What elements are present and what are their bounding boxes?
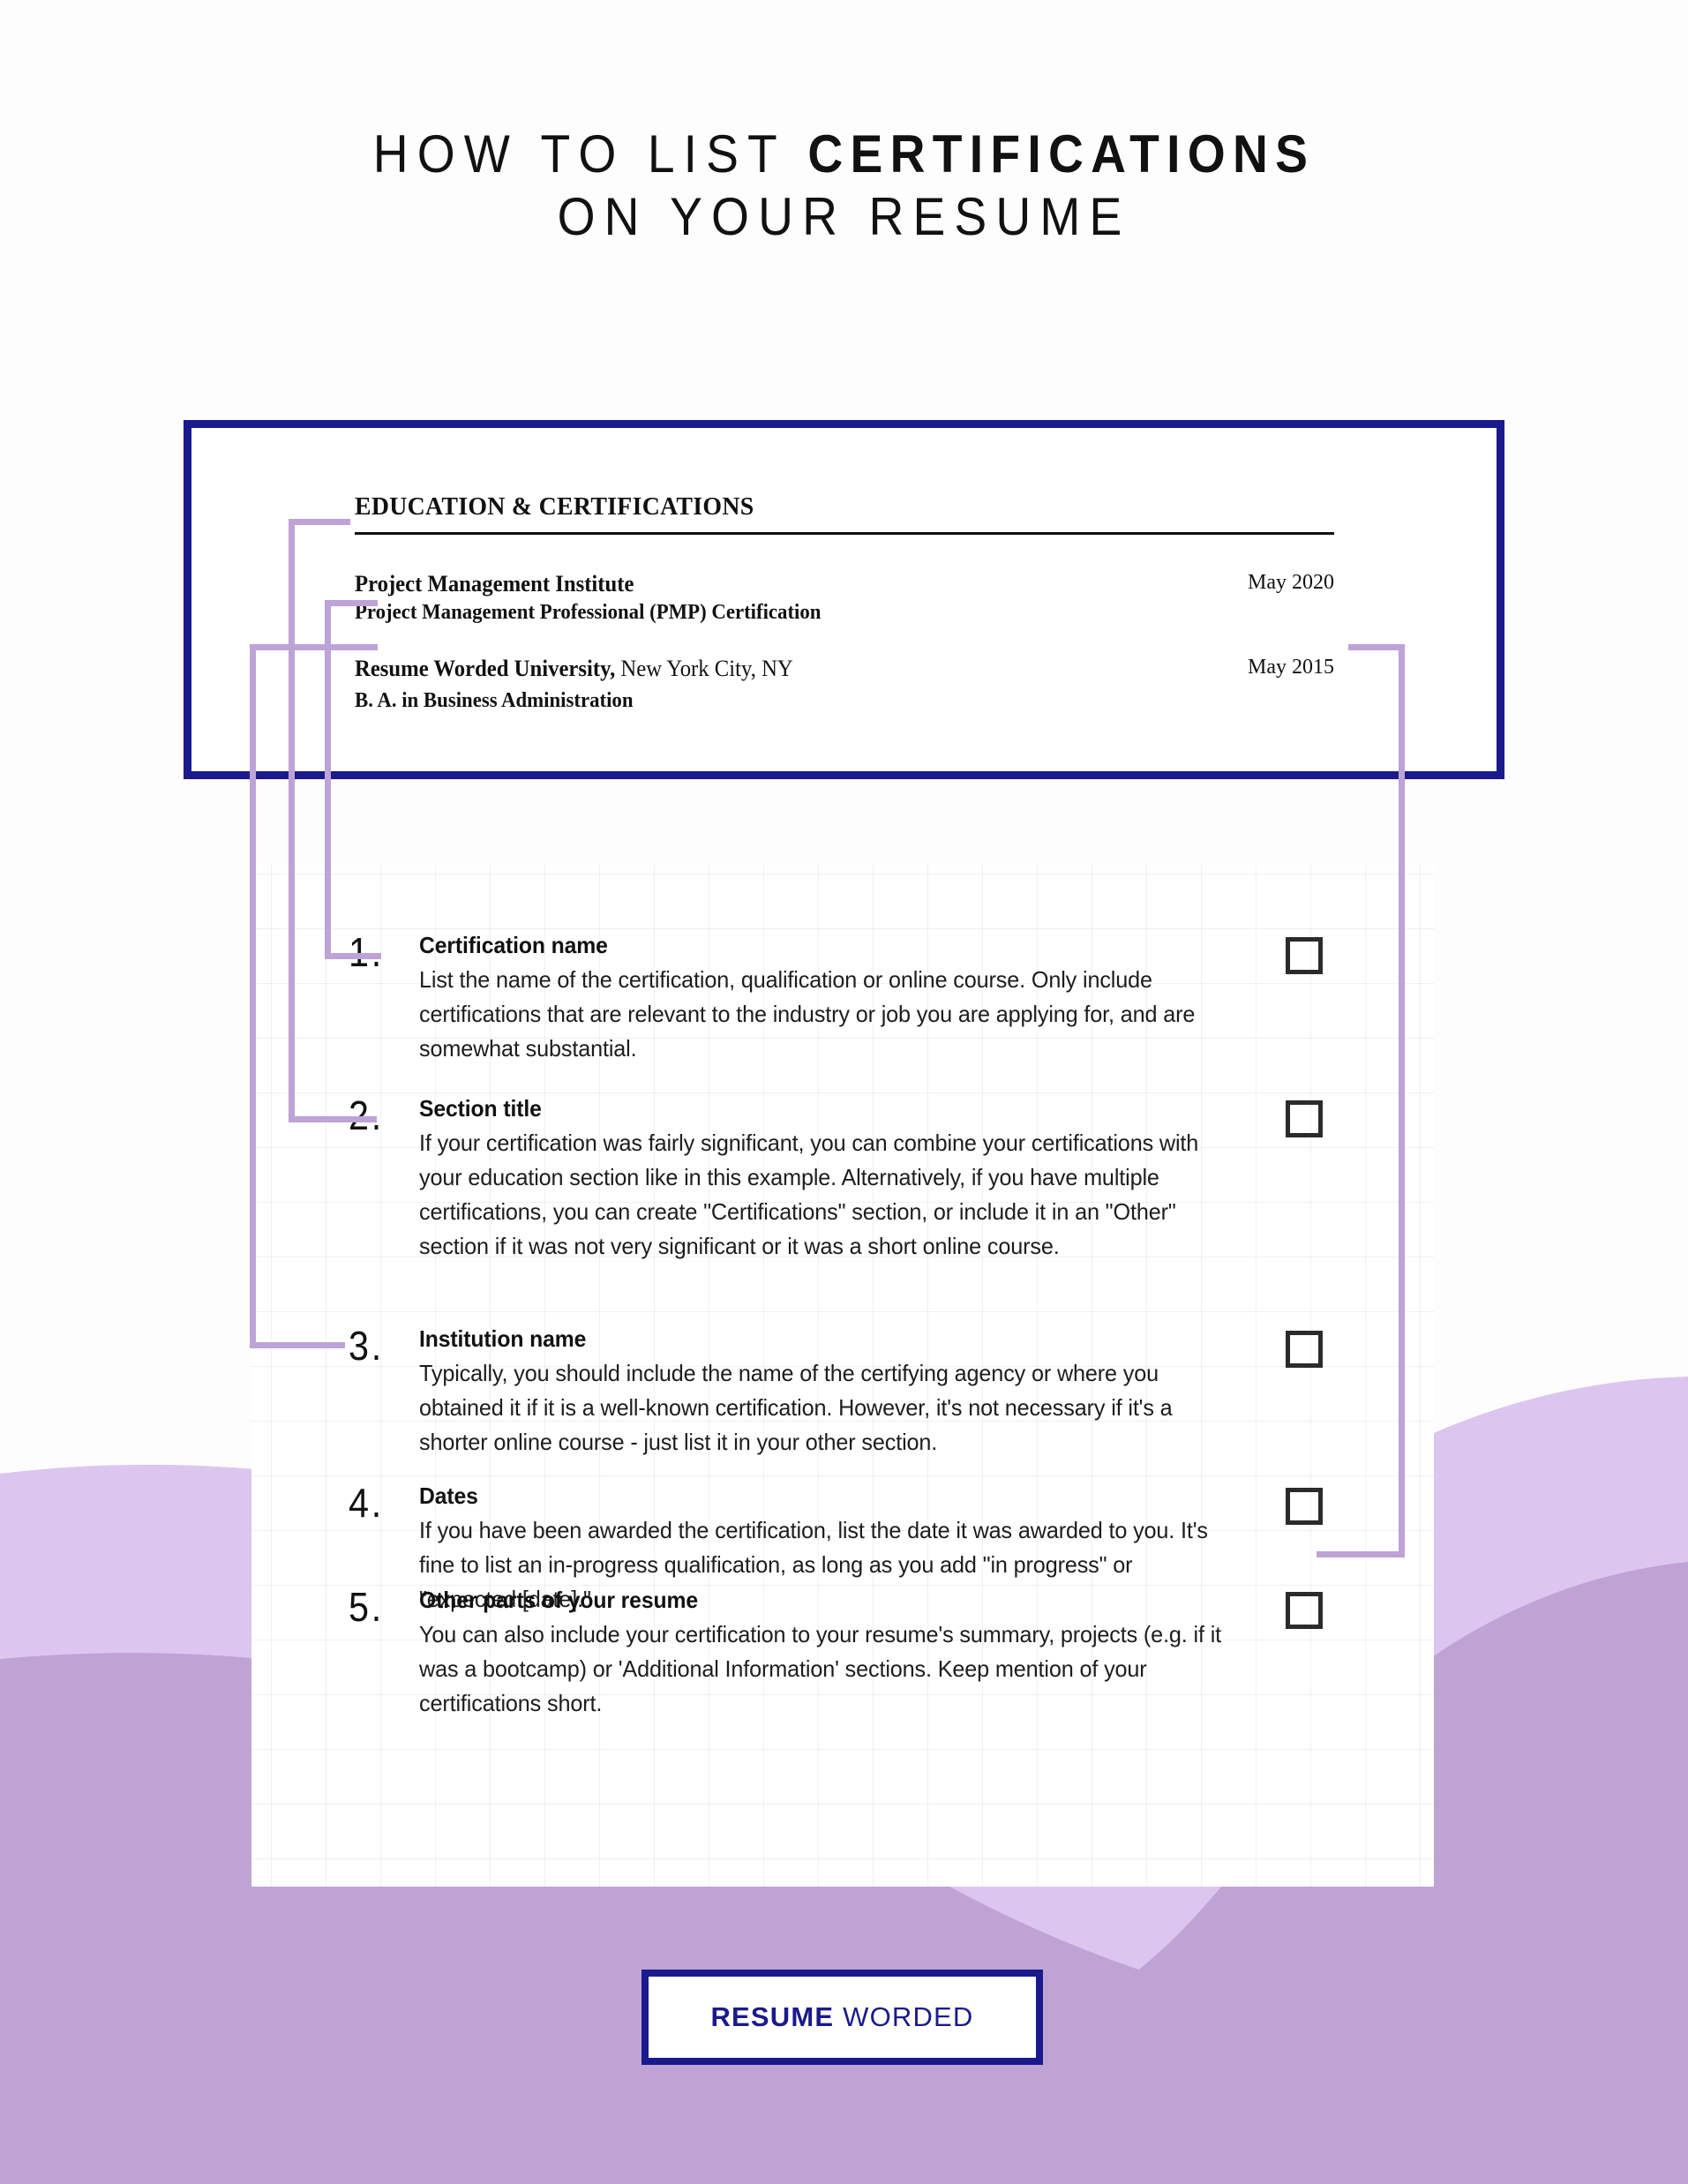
step-3-checkbox[interactable] [1286, 1331, 1323, 1368]
page-title-line-1-plain: HOW TO LIST [372, 124, 808, 184]
step-2-number: 2. [349, 1092, 384, 1138]
connector-date-vertical [1399, 644, 1405, 1557]
connector-pmp-vertical [325, 600, 331, 958]
step-1-number: 1. [349, 929, 384, 975]
logo-text: RESUME WORDED [710, 2001, 973, 2033]
resume-entry-2-detail: B. A. in Business Administration [355, 689, 634, 712]
page-title: HOW TO LIST CERTIFICATIONS ON YOUR RESUM… [0, 124, 1688, 249]
step-1-description: List the name of the certification, qual… [419, 966, 1196, 1062]
resume-entry-2-org: Resume Worded University, [355, 656, 616, 681]
page-title-line-1-strong: CERTIFICATIONS [807, 124, 1316, 184]
step-2-body: Section title If your certification was … [419, 1095, 1249, 1264]
step-3-body: Institution name Typically, you should i… [419, 1325, 1249, 1460]
connector-heading-horizontal-bottom [289, 1116, 377, 1122]
step-1-body: Certification name List the name of the … [419, 932, 1249, 1066]
resume-entry-1-detail: Project Management Professional (PMP) Ce… [355, 601, 821, 624]
step-5-description: You can also include your certification … [419, 1621, 1222, 1717]
step-4-description: If you have been awarded the certificati… [419, 1517, 1208, 1613]
step-2-title: Section title [419, 1095, 542, 1122]
resume-entry-1: Project Management Institute May 2020 [355, 571, 1334, 597]
resume-entry-2-date: May 2015 [1248, 656, 1334, 679]
step-4-number: 4. [349, 1480, 384, 1526]
grid-paper-card [251, 865, 1434, 1887]
resume-worded-logo[interactable]: RESUME WORDED [641, 1970, 1043, 2065]
resume-entry-2: Resume Worded University, New York City,… [355, 656, 1334, 682]
step-5-title: Other parts of your resume [419, 1587, 698, 1613]
resume-entry-2-org-line: Resume Worded University, New York City,… [355, 656, 1286, 682]
connector-date-horizontal-bottom [1317, 1551, 1405, 1557]
connector-pmp-horizontal-bottom [325, 953, 381, 959]
step-1-title: Certification name [419, 932, 608, 958]
resume-entry-1-org: Project Management Institute [355, 571, 634, 597]
resume-sample-box: EDUCATION & CERTIFICATIONS Project Manag… [184, 420, 1504, 779]
resume-entry-2-org-rest: New York City, NY [615, 656, 793, 681]
connector-heading-horizontal-top [289, 519, 350, 525]
resume-heading-rule [355, 532, 1334, 535]
resume-entry-1-date: May 2020 [1248, 571, 1334, 594]
step-2-checkbox[interactable] [1286, 1100, 1323, 1137]
connector-university-horizontal-bottom [250, 1342, 345, 1348]
logo-text-regular: WORDED [834, 2001, 974, 2032]
resume-section-heading: EDUCATION & CERTIFICATIONS [355, 492, 754, 521]
connector-heading-vertical [289, 519, 295, 1122]
step-4-body: Dates If you have been awarded the certi… [419, 1482, 1249, 1617]
step-5-checkbox[interactable] [1286, 1592, 1323, 1629]
step-3-description: Typically, you should include the name o… [419, 1360, 1173, 1456]
connector-university-horizontal-top [250, 644, 378, 650]
step-5-body: Other parts of your resume You can also … [419, 1587, 1249, 1721]
connector-date-horizontal-top [1348, 644, 1405, 650]
resume-entry-2-detail-row: B. A. in Business Administration [355, 689, 1334, 713]
connector-university-vertical [250, 644, 256, 1348]
connector-pmp-horizontal-top [325, 600, 378, 606]
page-title-line-1: HOW TO LIST CERTIFICATIONS [68, 124, 1621, 186]
resume-entry-1-detail-row: Project Management Professional (PMP) Ce… [355, 601, 1334, 625]
step-4-title: Dates [419, 1482, 478, 1509]
step-2-description: If your certification was fairly signifi… [419, 1130, 1199, 1260]
page-title-line-2: ON YOUR RESUME [557, 186, 1131, 246]
logo-text-bold: RESUME [710, 2001, 835, 2032]
step-3-number: 3. [349, 1323, 384, 1369]
step-1-checkbox[interactable] [1286, 937, 1323, 974]
step-4-checkbox[interactable] [1286, 1488, 1323, 1525]
step-5-number: 5. [349, 1584, 384, 1630]
step-3-title: Institution name [419, 1325, 587, 1352]
